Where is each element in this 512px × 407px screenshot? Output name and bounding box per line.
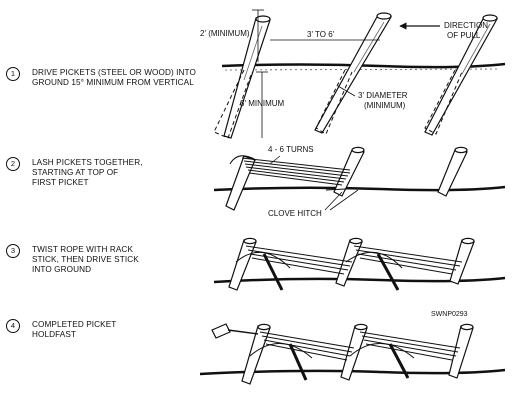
label-clove-hitch: CLOVE HITCH xyxy=(268,209,322,218)
label-2ft-minimum: 2' (MINIMUM) xyxy=(200,29,250,38)
label-spacing: 3' TO 6' xyxy=(307,30,335,39)
step-text: TWIST ROPE WITH RACK STICK, THEN DRIVE S… xyxy=(32,245,139,274)
picket xyxy=(314,12,392,134)
panel-2-lash-pickets: 4 - 6 TURNS CLOVE HITCH xyxy=(213,145,506,218)
panel-3-twist-rope: SWNP0293 xyxy=(213,237,506,318)
label-code: SWNP0293 xyxy=(431,311,468,318)
panel-4-completed-holdfast xyxy=(199,323,506,385)
label-diameter-minimum: (MINIMUM) xyxy=(364,101,406,110)
ground-line xyxy=(213,185,506,192)
ground-line xyxy=(199,368,506,376)
rope-lashing xyxy=(229,155,365,191)
step-number: 2 xyxy=(6,157,20,171)
label-3ft-minimum: 3' MINIMUM xyxy=(240,99,285,108)
step-text: COMPLETED PICKET HOLDFAST xyxy=(32,320,117,339)
step-text: LASH PICKETS TOGETHER, STARTING AT TOP O… xyxy=(32,158,143,187)
label-of-pull: OF PULL xyxy=(447,31,481,40)
ground-line xyxy=(221,62,506,69)
label-3ft-diameter: 3' DIAMETER xyxy=(358,91,408,100)
label-turns: 4 - 6 TURNS xyxy=(268,145,314,154)
picket xyxy=(223,15,271,139)
panel-1-drive-pickets: 2' (MINIMUM) 3' TO 6' DIRECTION OF PULL … xyxy=(200,9,506,139)
step-number: 3 xyxy=(6,244,20,258)
step-text: DRIVE PICKETS (STEEL OR WOOD) INTO GROUN… xyxy=(32,68,196,87)
label-direction: DIRECTION xyxy=(444,21,488,30)
picket xyxy=(424,14,498,136)
step-number: 1 xyxy=(6,67,20,81)
ground-line xyxy=(213,276,506,284)
step-number: 4 xyxy=(6,319,20,333)
